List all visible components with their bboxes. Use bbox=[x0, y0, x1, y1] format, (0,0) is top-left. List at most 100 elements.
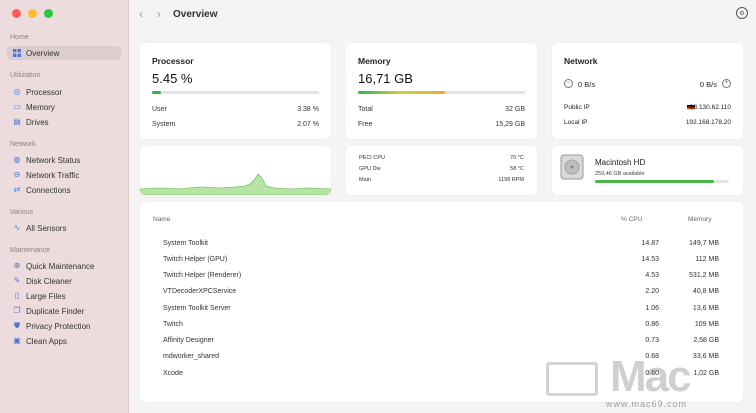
sidebar-item-drives[interactable]: ▤ Drives bbox=[7, 115, 121, 129]
sidebar-item-memory[interactable]: ▭ Memory bbox=[7, 100, 121, 114]
processor-user-row: User 3.38 % bbox=[152, 106, 319, 113]
process-memory: 531,2 MB bbox=[689, 272, 719, 279]
brush-icon: ✎ bbox=[13, 276, 21, 285]
local-ip-value: 192.168.178.20 bbox=[685, 119, 731, 126]
processor-icon: ◎ bbox=[13, 87, 21, 96]
peci-label: PECI CPU bbox=[359, 155, 385, 161]
total-value: 32 GB bbox=[505, 106, 525, 113]
sensors-card[interactable]: PECI CPU 70 °C GPU Die 58 °C Main 1198 R… bbox=[346, 146, 537, 195]
processor-card[interactable]: Processor 5.45 % User 3.38 % System 2.07… bbox=[140, 43, 331, 139]
process-memory: 40,8 MB bbox=[692, 288, 719, 295]
disk-card[interactable]: Macintosh HD 259,46 GB available bbox=[552, 146, 743, 195]
table-row[interactable]: mdworker_shared 0.68 33,6 MB bbox=[163, 353, 719, 363]
free-label: Free bbox=[358, 121, 373, 128]
sidebar-item-all-sensors[interactable]: ∿ All Sensors bbox=[7, 221, 121, 235]
sidebar-item-network-traffic[interactable]: ⊖ Network Traffic bbox=[7, 168, 121, 182]
sidebar-item-connections[interactable]: ⇄ Connections bbox=[7, 183, 121, 197]
column-header-memory[interactable]: Memory bbox=[688, 216, 712, 223]
file-icon: ▯ bbox=[14, 291, 20, 300]
processor-system-row: System 2.07 % bbox=[152, 121, 319, 128]
section-utilization: Utilization bbox=[10, 72, 41, 79]
section-network: Network bbox=[10, 141, 36, 148]
process-memory: 149,7 MB bbox=[689, 240, 719, 247]
process-name: VTDecoderXPCService bbox=[163, 288, 237, 295]
system-label: System bbox=[152, 121, 176, 128]
memory-icon: ▭ bbox=[13, 102, 21, 111]
sidebar-item-label: Overview bbox=[26, 48, 60, 58]
column-header-cpu[interactable]: % CPU bbox=[621, 216, 643, 223]
apps-icon: ▣ bbox=[13, 336, 21, 345]
process-memory: 112 MB bbox=[695, 256, 719, 263]
sidebar-item-overview[interactable]: Overview bbox=[7, 46, 121, 60]
sidebar-item-label: Processor bbox=[26, 87, 63, 97]
process-cpu: 0.60 bbox=[645, 370, 659, 377]
disk-usage-fill bbox=[595, 180, 715, 183]
traffic-icon: ⊖ bbox=[13, 170, 21, 179]
back-button[interactable]: ‹ bbox=[139, 7, 143, 21]
section-various: Various bbox=[10, 209, 34, 216]
gear-icon[interactable]: ⚙ bbox=[736, 7, 748, 19]
grid-icon bbox=[13, 49, 21, 57]
table-row[interactable]: Twitch 0.86 109 MB bbox=[163, 321, 719, 331]
peci-value: 70 °C bbox=[510, 155, 524, 161]
process-cpu: 2.20 bbox=[645, 288, 659, 295]
upload-icon: + bbox=[722, 79, 731, 88]
sidebar-item-duplicate-finder[interactable]: ❐ Duplicate Finder bbox=[7, 304, 121, 318]
disk-name: Macintosh HD bbox=[595, 158, 646, 167]
hard-drive-icon bbox=[560, 154, 584, 180]
table-row[interactable]: System Toolkit 14.87 149,7 MB bbox=[163, 240, 719, 250]
monitor-logo-icon bbox=[546, 362, 598, 396]
shield-icon: ⛊ bbox=[14, 321, 20, 330]
sidebar-item-large-files[interactable]: ▯ Large Files bbox=[7, 289, 121, 303]
process-name: System Toolkit bbox=[163, 240, 208, 247]
process-name: Twitch bbox=[163, 321, 183, 328]
memory-card[interactable]: Memory 16,71 GB Total 32 GB Free 15,29 G… bbox=[346, 43, 537, 139]
gpu-value: 58 °C bbox=[510, 166, 524, 172]
processor-usage-bar bbox=[152, 91, 319, 94]
section-maintenance: Maintenance bbox=[10, 247, 51, 254]
sidebar-item-label: Duplicate Finder bbox=[26, 306, 85, 316]
sidebar-item-clean-apps[interactable]: ▣ Clean Apps bbox=[7, 334, 121, 348]
sidebar-item-label: All Sensors bbox=[26, 223, 67, 233]
page-title: Overview bbox=[173, 9, 218, 20]
process-cpu: 0.73 bbox=[645, 337, 659, 344]
table-row[interactable]: Xcode 0.60 1,02 GB bbox=[163, 370, 719, 380]
cpu-history-graph bbox=[140, 146, 331, 195]
cpu-history-svg bbox=[140, 173, 331, 195]
memory-title: Memory bbox=[358, 56, 391, 66]
sidebar-item-label: Memory bbox=[26, 102, 55, 112]
sidebar-item-network-status[interactable]: ◍ Network Status bbox=[7, 153, 121, 167]
duplicate-icon: ❐ bbox=[13, 306, 21, 315]
table-row[interactable]: Twitch Helper (Renderer) 4.53 531,2 MB bbox=[163, 272, 719, 282]
table-row[interactable]: System Toolkit Server 1.06 13,6 MB bbox=[163, 305, 719, 315]
sidebar-item-privacy-protection[interactable]: ⛊ Privacy Protection bbox=[7, 319, 121, 333]
table-row[interactable]: Twitch Helper (GPU) 14.53 112 MB bbox=[163, 256, 719, 266]
column-header-name[interactable]: Name bbox=[153, 216, 171, 223]
process-memory: 2,58 GB bbox=[693, 337, 719, 344]
sidebar-item-processor[interactable]: ◎ Processor bbox=[7, 85, 121, 99]
network-card[interactable]: Network − 0 B/s 0 B/s + Public IP 88.130… bbox=[552, 43, 743, 139]
total-label: Total bbox=[358, 106, 373, 113]
minimize-window-button[interactable] bbox=[28, 9, 37, 18]
table-row[interactable]: VTDecoderXPCService 2.20 40,8 MB bbox=[163, 288, 719, 298]
process-cpu: 14.87 bbox=[641, 240, 659, 247]
sidebar-item-disk-cleaner[interactable]: ✎ Disk Cleaner bbox=[7, 274, 121, 288]
section-home: Home bbox=[10, 34, 29, 41]
table-row[interactable]: Affinity Designer 0.73 2,58 GB bbox=[163, 337, 719, 347]
memory-usage-bar bbox=[358, 91, 525, 94]
process-cpu: 14.53 bbox=[641, 256, 659, 263]
zoom-window-button[interactable] bbox=[44, 9, 53, 18]
upload-rate: 0 B/s bbox=[699, 80, 717, 89]
close-window-button[interactable] bbox=[12, 9, 21, 18]
process-name: Xcode bbox=[163, 370, 183, 377]
process-name: System Toolkit Server bbox=[163, 305, 231, 312]
process-name: Affinity Designer bbox=[163, 337, 214, 344]
main-fan-label: Main bbox=[359, 177, 371, 183]
disk-usage-bar bbox=[595, 180, 729, 183]
globe-icon: ◍ bbox=[13, 155, 21, 164]
process-memory: 13,6 MB bbox=[692, 305, 719, 312]
sidebar-item-quick-maintenance[interactable]: ⊕ Quick Maintenance bbox=[7, 259, 121, 273]
forward-button[interactable]: › bbox=[157, 7, 161, 21]
sidebar-item-label: Network Status bbox=[26, 155, 81, 165]
public-ip-value: 88.130.62.110 bbox=[689, 104, 731, 111]
